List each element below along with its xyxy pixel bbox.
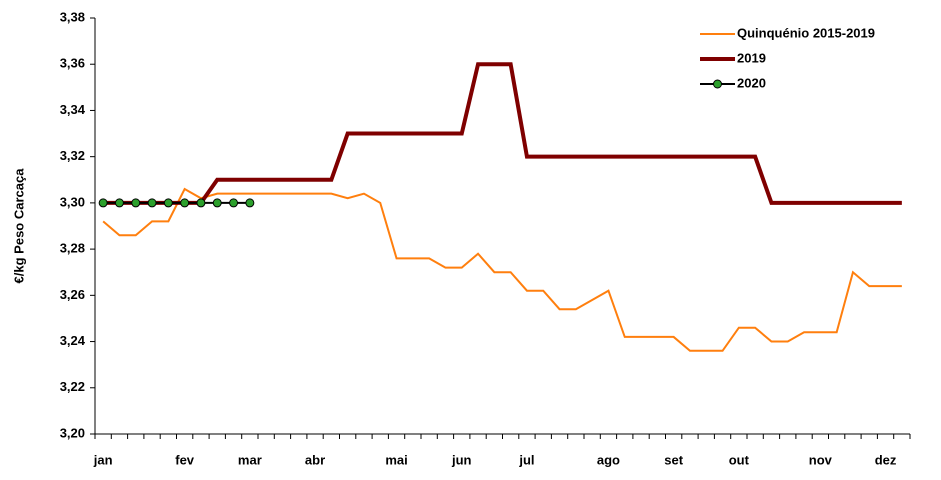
x-tick-label: jan bbox=[93, 452, 113, 467]
legend-marker bbox=[713, 79, 722, 89]
point bbox=[163, 198, 173, 208]
point bbox=[147, 198, 157, 208]
point bbox=[98, 198, 108, 208]
x-tick-label: mar bbox=[238, 452, 262, 467]
y-tick-label: 3,28 bbox=[60, 241, 85, 256]
series-line bbox=[102, 187, 902, 352]
point bbox=[229, 198, 239, 208]
y-axis-title: €/kg Peso Carcaça bbox=[11, 168, 26, 284]
x-tick-label: fev bbox=[175, 452, 195, 467]
x-tick-label: abr bbox=[305, 452, 325, 467]
legend-label: 2019 bbox=[737, 50, 766, 65]
y-tick-label: 3,20 bbox=[60, 425, 85, 440]
point bbox=[212, 198, 222, 208]
legend-label: 2020 bbox=[737, 75, 766, 90]
y-tick-label: 3,26 bbox=[60, 287, 85, 302]
y-tick-label: 3,22 bbox=[60, 379, 85, 394]
y-tick-label: 3,32 bbox=[60, 148, 85, 163]
x-tick-label: set bbox=[664, 452, 683, 467]
x-tick-label: mai bbox=[385, 452, 407, 467]
point bbox=[131, 198, 141, 208]
y-tick-label: 3,36 bbox=[60, 56, 85, 71]
x-tick-label: jun bbox=[451, 452, 472, 467]
point bbox=[245, 198, 255, 208]
x-tick-label: dez bbox=[875, 452, 897, 467]
x-tick-label: jul bbox=[518, 452, 534, 467]
x-tick-label: out bbox=[729, 452, 750, 467]
y-tick-label: 3,30 bbox=[60, 194, 85, 209]
point bbox=[180, 198, 190, 208]
y-tick-label: 3,34 bbox=[60, 102, 86, 117]
series-line bbox=[103, 62, 902, 205]
legend-label: Quinquénio 2015-2019 bbox=[737, 25, 875, 40]
y-tick-label: 3,24 bbox=[60, 333, 86, 348]
y-tick-label: 3,38 bbox=[60, 9, 85, 24]
x-tick-label: ago bbox=[597, 452, 620, 467]
point bbox=[196, 198, 206, 208]
x-tick-label: nov bbox=[809, 452, 833, 467]
point bbox=[114, 198, 124, 208]
